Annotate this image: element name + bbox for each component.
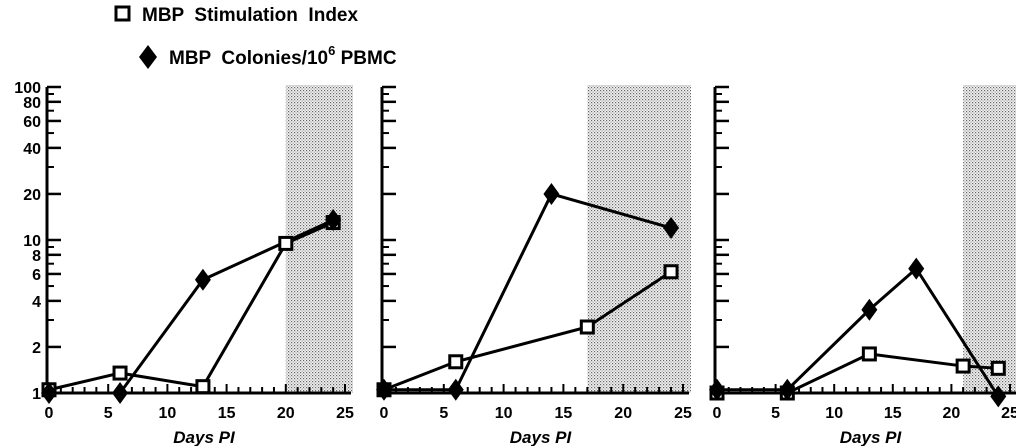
data-point-colonies — [41, 382, 57, 404]
x-tick-label: 25 — [674, 405, 692, 422]
y-tick-label: 100 — [14, 80, 41, 97]
legend: MBP Stimulation Index MBP Colonies/106 P… — [114, 5, 397, 69]
data-point-stimulation-index — [195, 379, 211, 395]
x-tick-label: 25 — [336, 405, 354, 422]
data-point-colonies — [990, 385, 1007, 408]
data-point-colonies — [112, 382, 129, 404]
data-point-colonies — [663, 216, 680, 239]
data-point-colonies — [376, 378, 392, 401]
data-point-colonies — [447, 378, 464, 401]
y-tick-label: 1 — [32, 386, 41, 403]
x-tick-label: 5 — [104, 405, 113, 422]
data-point-colonies — [194, 268, 211, 291]
data-point-stimulation-index — [112, 365, 128, 381]
series-line-colonies — [49, 218, 334, 395]
chart-panel-3: 0 5 10 15 20 25 Days PI — [709, 85, 1016, 446]
series-line-colonies — [384, 192, 672, 392]
data-point-stimulation-index — [448, 354, 464, 370]
series-line-colonies — [717, 266, 1000, 398]
data-point-colonies — [709, 378, 725, 401]
x-axis-label: Days PI — [840, 428, 903, 446]
y-tick-label: 60 — [23, 114, 41, 131]
x-tick-label: 20 — [943, 405, 961, 422]
legend-label-colonies-superscript: 6 — [328, 43, 335, 58]
x-axis-label: Days PI — [510, 428, 573, 446]
y-tick-label: 6 — [32, 267, 41, 284]
legend-item-colonies: MBP Colonies/106 PBMC — [139, 43, 397, 69]
data-point-colonies — [908, 257, 925, 280]
data-point-colonies — [861, 298, 878, 321]
data-point-colonies — [325, 209, 342, 232]
data-point-stimulation-index — [955, 358, 971, 374]
x-tick-label: 0 — [45, 405, 54, 422]
y-tick-label: 20 — [23, 187, 41, 204]
x-tick-label: 5 — [439, 405, 448, 422]
x-tick-label: 0 — [380, 405, 389, 422]
data-point-stimulation-index — [278, 235, 294, 251]
x-tick-label: 10 — [495, 405, 513, 422]
y-tick-label: 10 — [23, 233, 41, 250]
data-point-stimulation-index — [990, 360, 1006, 376]
x-tick-label: 15 — [884, 405, 902, 422]
x-axis-label: Days PI — [173, 428, 236, 446]
series-line-stimulation-index — [383, 270, 672, 392]
x-tick-label: 10 — [825, 405, 843, 422]
open-square-marker-icon — [114, 5, 131, 22]
y-tick-label: 8 — [32, 248, 41, 265]
chart-panel-2: 0 5 10 15 20 25 Days PI — [376, 85, 692, 446]
legend-label-stimulation-index: MBP Stimulation Index — [142, 5, 358, 26]
data-point-stimulation-index — [663, 264, 679, 280]
shaded-region — [963, 85, 1016, 393]
x-tick-label: 20 — [614, 405, 632, 422]
y-tick-label: 2 — [32, 340, 41, 357]
legend-label-colonies-suffix: PBMC — [335, 48, 397, 69]
y-tick-label: 40 — [23, 141, 41, 158]
data-point-colonies — [543, 182, 560, 205]
x-tick-label: 20 — [277, 405, 295, 422]
legend-label-colonies: MBP Colonies/106 PBMC — [169, 43, 397, 69]
x-tick-label: 10 — [159, 405, 177, 422]
data-point-stimulation-index — [861, 346, 877, 362]
shaded-region — [587, 85, 691, 393]
filled-diamond-marker-icon — [139, 45, 157, 69]
x-tick-label: 0 — [713, 405, 722, 422]
data-point-colonies — [779, 378, 796, 401]
x-tick-label: 15 — [218, 405, 236, 422]
legend-label-colonies-main: MBP Colonies/10 — [169, 48, 328, 69]
data-point-stimulation-index — [579, 319, 595, 335]
legend-item-stimulation-index: MBP Stimulation Index — [114, 5, 358, 26]
x-tick-label: 15 — [555, 405, 573, 422]
x-tick-label: 25 — [1001, 405, 1016, 422]
x-tick-label: 5 — [771, 405, 780, 422]
y-tick-label: 4 — [32, 294, 41, 311]
y-tick-label: 80 — [23, 95, 41, 112]
